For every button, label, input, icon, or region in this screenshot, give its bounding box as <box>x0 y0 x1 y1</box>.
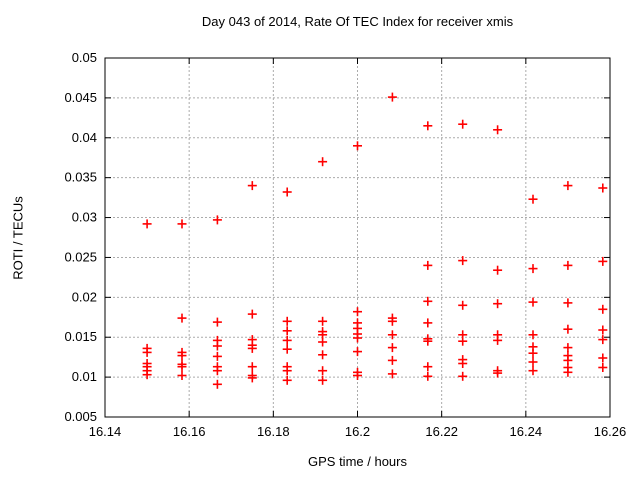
svg-text:16.18: 16.18 <box>257 424 290 439</box>
svg-text:0.045: 0.045 <box>64 90 97 105</box>
svg-text:16.24: 16.24 <box>510 424 543 439</box>
data-points <box>142 92 608 389</box>
plot-border <box>104 57 611 418</box>
svg-text:16.14: 16.14 <box>89 424 122 439</box>
svg-text:16.2: 16.2 <box>345 424 370 439</box>
svg-text:16.16: 16.16 <box>173 424 206 439</box>
svg-text:0.05: 0.05 <box>72 50 97 65</box>
svg-text:0.03: 0.03 <box>72 210 97 225</box>
svg-text:0.005: 0.005 <box>64 409 97 424</box>
x-axis-label: GPS time / hours <box>308 454 407 469</box>
svg-text:0.02: 0.02 <box>72 289 97 304</box>
svg-text:0.015: 0.015 <box>64 329 97 344</box>
svg-text:0.01: 0.01 <box>72 369 97 384</box>
gridlines <box>105 58 610 417</box>
svg-text:16.22: 16.22 <box>425 424 458 439</box>
svg-text:0.035: 0.035 <box>64 170 97 185</box>
tick-labels: 0.005 0.01 0.015 0.02 0.025 0.03 0.035 0.04 0.04… <box>64 50 626 439</box>
svg-text:16.26: 16.26 <box>594 424 627 439</box>
svg-text:0.04: 0.04 <box>72 130 97 145</box>
svg-text:0.025: 0.025 <box>64 249 97 264</box>
chart-title: Day 043 of 2014, Rate Of TEC Index for r… <box>201 14 514 29</box>
